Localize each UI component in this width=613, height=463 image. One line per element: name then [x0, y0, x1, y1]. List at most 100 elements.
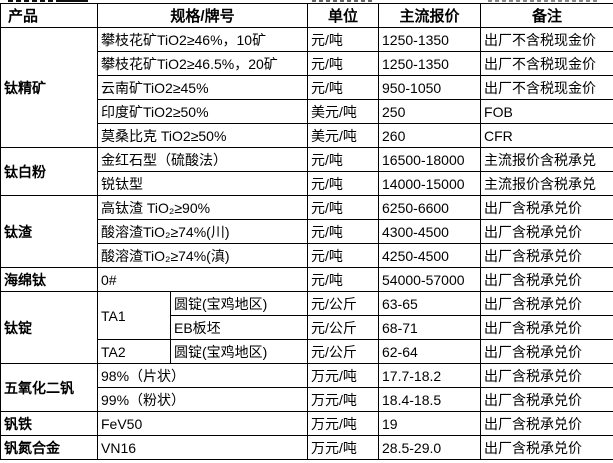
- spec-cell: 印度矿TiO2≥50%: [96, 99, 309, 124]
- spec-cell: 0#: [96, 267, 309, 292]
- table-row: 印度矿TiO2≥50% 美元/吨 250 FOB: [1, 99, 613, 124]
- clipped-text-fragment: [8, 0, 58, 2]
- table-row: 钒氮合金 VN16 万元/吨 28.5-29.0 出厂含税承兑价: [0, 435, 613, 460]
- spec-cell: 高钛渣 TiO₂≥90%: [96, 195, 309, 220]
- price-cell: 950-1050: [378, 75, 482, 100]
- product-group-cell: 钛锭: [0, 291, 98, 364]
- header-remark: 备注: [480, 3, 613, 28]
- remark-cell: 出厂含税承兑价: [480, 363, 613, 388]
- spec-form-cell: 圆锭(宝鸡地区): [169, 291, 309, 316]
- table-row: 莫桑比克 TiO2≥50% 美元/吨 260 CFR: [1, 123, 613, 148]
- price-cell: 54000-57000: [378, 267, 482, 292]
- price-cell: 68-71: [378, 315, 482, 340]
- unit-cell: 万元/吨: [307, 411, 380, 436]
- header-unit: 单位: [307, 3, 380, 28]
- price-cell: 14000-15000: [378, 171, 482, 196]
- spec-cell: 云南矿TiO2≥45%: [96, 75, 309, 100]
- table-row: 云南矿TiO2≥45% 元/吨 950-1050 出厂不含税现金价: [1, 75, 613, 100]
- spec-cell: FeV50: [96, 411, 309, 436]
- clipped-text-fragment: [312, 0, 374, 2]
- unit-cell: 元/吨: [307, 267, 380, 292]
- remark-cell: 出厂含税承兑价: [480, 267, 613, 292]
- table-row: 海绵钛 0# 元/吨 54000-57000 出厂含税承兑价: [0, 267, 613, 292]
- price-cell: 1250-1350: [378, 51, 482, 76]
- product-group-cell: 钛白粉: [0, 147, 98, 196]
- unit-cell: 元/吨: [307, 219, 380, 244]
- grade-cell: TA1: [97, 291, 171, 340]
- unit-cell: 元/吨: [307, 51, 380, 76]
- price-cell: 250: [378, 99, 482, 124]
- remark-cell: 主流报价含税承兑: [480, 147, 613, 172]
- spec-cell: 金红石型（硫酸法）: [96, 147, 309, 172]
- remark-cell: 出厂含税承兑价: [480, 387, 613, 412]
- table-row: 钛渣 高钛渣 TiO₂≥90% 元/吨 6250-6600 出厂含税承兑价: [0, 195, 613, 268]
- unit-cell: 元/吨: [307, 171, 380, 196]
- unit-cell: 万元/吨: [307, 435, 380, 460]
- price-cell: 16500-18000: [378, 147, 482, 172]
- spec-form-cell: 圆锭(宝鸡地区): [169, 339, 309, 364]
- unit-cell: 美元/吨: [307, 99, 380, 124]
- table-row: 酸溶渣TiO₂≥74%(川) 元/吨 4300-4500 出厂含税承兑价: [1, 219, 613, 244]
- remark-cell: 出厂不含税现金价: [480, 75, 613, 100]
- table-row: 酸溶渣TiO₂≥74%(滇) 元/吨 4250-4500 出厂含税承兑价: [1, 243, 613, 268]
- remark-cell: 出厂含税承兑价: [480, 435, 613, 460]
- price-cell: 17.7-18.2: [378, 363, 482, 388]
- remark-cell: 出厂含税承兑价: [480, 339, 613, 364]
- unit-cell: 元/吨: [307, 27, 380, 52]
- remark-cell: 主流报价含税承兑: [480, 171, 613, 196]
- spec-form-cell: EB板坯: [169, 315, 309, 340]
- unit-cell: 元/吨: [307, 243, 380, 268]
- spec-cell: 酸溶渣TiO₂≥74%(川): [96, 219, 309, 244]
- table-row: 钛锭 TA1 圆锭(宝鸡地区) 元/公斤 63-65 出厂含税承兑价: [0, 291, 613, 364]
- unit-cell: 万元/吨: [307, 363, 380, 388]
- unit-cell: 元/公斤: [307, 291, 380, 316]
- price-cell: 4250-4500: [378, 243, 482, 268]
- price-cell: 63-65: [378, 291, 482, 316]
- price-cell: 260: [378, 123, 482, 148]
- grade-cell: TA2: [97, 339, 171, 364]
- product-group-cell: 海绵钛: [0, 267, 98, 292]
- header-spec: 规格/牌号: [96, 3, 309, 28]
- header-product: 产品: [0, 3, 98, 28]
- clipped-underline-fragment: [58, 0, 88, 2]
- unit-cell: 元/公斤: [307, 315, 380, 340]
- remark-cell: 出厂不含税现金价: [480, 27, 613, 52]
- remark-cell: 出厂不含税现金价: [480, 51, 613, 76]
- spec-cell: 攀枝花矿TiO2≥46%，10矿: [96, 27, 309, 52]
- remark-cell: 出厂含税承兑价: [480, 411, 613, 436]
- header-price: 主流报价: [378, 3, 482, 28]
- product-group-cell: 五氧化二钒: [0, 363, 98, 412]
- spec-cell: 99%（粉状）: [96, 387, 309, 412]
- remark-cell: 出厂含税承兑价: [480, 291, 613, 316]
- spec-cell: 酸溶渣TiO₂≥74%(滇): [96, 243, 309, 268]
- unit-cell: 元/吨: [307, 147, 380, 172]
- price-cell: 19: [378, 411, 482, 436]
- spec-cell: 98%（片状）: [96, 363, 309, 388]
- table-row: 钛白粉 金红石型（硫酸法） 元/吨 16500-18000 主流报价含税承兑: [0, 147, 613, 196]
- unit-cell: 万元/吨: [307, 387, 380, 412]
- price-cell: 18.4-18.5: [378, 387, 482, 412]
- spec-cell: VN16: [96, 435, 309, 460]
- price-cell: 28.5-29.0: [378, 435, 482, 460]
- price-cell: 62-64: [378, 339, 482, 364]
- product-group-cell: 钛精矿: [0, 27, 98, 148]
- product-group-cell: 钒氮合金: [0, 435, 98, 460]
- clipped-text-fragment: [488, 0, 600, 2]
- remark-cell: 出厂含税承兑价: [480, 219, 613, 244]
- unit-cell: 元/吨: [307, 195, 380, 220]
- price-table: 产品 规格/牌号 单位 主流报价 备注 钛精矿 攀枝花矿TiO2≥46%，10矿…: [0, 3, 613, 460]
- unit-cell: 美元/吨: [307, 123, 380, 148]
- table-row: TA2 圆锭(宝鸡地区) 元/公斤 62-64 出厂含税承兑价: [1, 339, 613, 364]
- spec-cell: 攀枝花矿TiO2≥46.5%，20矿: [96, 51, 309, 76]
- product-group-cell: 钒铁: [0, 411, 98, 436]
- product-group-cell: 钛渣: [0, 195, 98, 268]
- spec-cell: 莫桑比克 TiO2≥50%: [96, 123, 309, 148]
- remark-cell: CFR: [480, 123, 613, 148]
- clipped-row-fragment: [0, 0, 613, 3]
- header-row: 产品 规格/牌号 单位 主流报价 备注: [0, 3, 613, 28]
- remark-cell: 出厂含税承兑价: [480, 243, 613, 268]
- price-cell: 6250-6600: [378, 195, 482, 220]
- remark-cell: FOB: [480, 99, 613, 124]
- spec-cell: 锐钛型: [96, 171, 309, 196]
